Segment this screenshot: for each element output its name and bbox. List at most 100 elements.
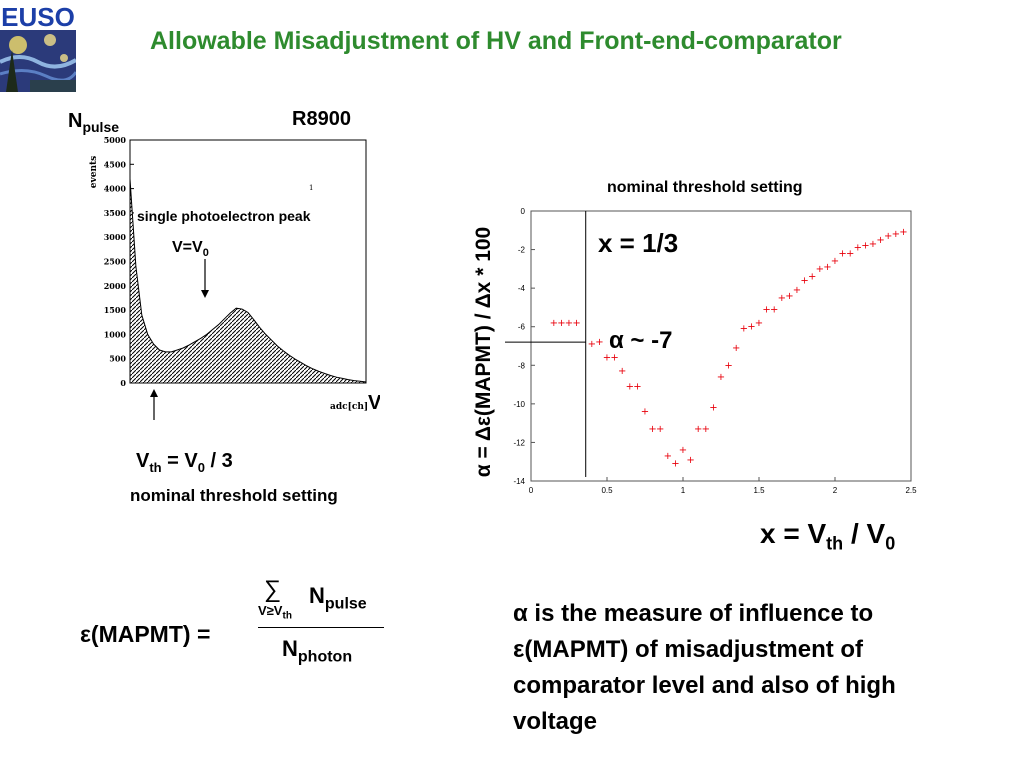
left-y-label-main: N xyxy=(68,110,83,132)
numerator-sub: pulse xyxy=(324,595,367,613)
logo-text: EUSO xyxy=(1,2,75,32)
scatter-point: + xyxy=(557,318,565,329)
y-tick-label: -14 xyxy=(513,477,525,486)
scatter-point: + xyxy=(572,318,580,329)
scatter-point: + xyxy=(626,382,634,393)
y-tick-label: 3500 xyxy=(104,208,127,218)
x-tick-label: 0.5 xyxy=(601,486,613,495)
scatter-point: + xyxy=(694,424,702,435)
vth-sub: th xyxy=(149,460,162,475)
x-tick-label: 2 xyxy=(833,486,838,495)
scatter-point: + xyxy=(755,318,763,329)
scatter-point: + xyxy=(656,424,664,435)
description-text: α is the measure of influence to ε(MAPMT… xyxy=(513,600,896,735)
vth-main: V xyxy=(136,450,150,472)
y-tick-label: 0 xyxy=(521,207,526,216)
scatter-point: + xyxy=(778,293,786,304)
scatter-point: + xyxy=(588,339,596,350)
y-tick-label: 1500 xyxy=(104,305,127,315)
sum-cond-main: V≥V xyxy=(258,603,283,618)
right-x-axis-label: x = Vth / V0 xyxy=(760,518,895,555)
left-y-label-sub: pulse xyxy=(82,119,120,135)
y-tick-label: -6 xyxy=(518,323,526,332)
peak-arrow-head xyxy=(201,290,209,298)
y-tick-label: 5000 xyxy=(104,135,127,145)
right-x-mid: / V xyxy=(843,518,886,549)
vth-label: Vth = V0 / 3 xyxy=(136,450,233,475)
scatter-point: + xyxy=(747,322,755,333)
denominator-sub: photon xyxy=(297,648,353,666)
x-tick-label: 1.5 xyxy=(753,486,765,495)
v-eq-main: V=V xyxy=(172,239,203,256)
scatter-point: + xyxy=(671,459,679,470)
scatter-point: + xyxy=(565,318,573,329)
scatter-point: + xyxy=(892,229,900,240)
scatter-point: + xyxy=(854,243,862,254)
histogram-area xyxy=(129,178,367,384)
y-tick-label: -2 xyxy=(518,246,526,255)
v-eq-sub: 0 xyxy=(203,247,209,259)
scatter-point: + xyxy=(838,248,846,259)
left-y-label: Npulse xyxy=(68,110,119,135)
y-tick-label: 2000 xyxy=(104,281,127,291)
alpha-scatter-chart: α = Δε(MAPMT) / Δx * 100 0 -2 -4 -6 -8 -10 -12… xyxy=(472,207,917,495)
vth-eq: = V xyxy=(161,450,198,472)
right-x-main: x = V xyxy=(760,518,827,549)
x-tick-label: 1 xyxy=(681,486,686,495)
scatter-point: + xyxy=(724,360,732,371)
numerator: Npulse xyxy=(309,583,367,613)
scatter-point: + xyxy=(641,407,649,418)
scatter-point: + xyxy=(679,445,687,456)
formula-lhs: ε(MAPMT) = xyxy=(80,621,211,647)
scatter-point: + xyxy=(869,239,877,250)
scatter-point: + xyxy=(876,235,884,246)
scatter-point: + xyxy=(823,262,831,273)
scatter-point: + xyxy=(709,403,717,414)
threshold-arrow-head xyxy=(150,389,158,397)
y-tick-label: 4000 xyxy=(104,184,127,194)
y-tick-label: 0 xyxy=(120,378,126,388)
y-tick-label: 500 xyxy=(109,354,126,364)
numerator-main: N xyxy=(309,583,325,608)
scatter-point: + xyxy=(717,372,725,383)
scatter-point: + xyxy=(831,256,839,267)
scatter-point: + xyxy=(603,353,611,364)
fraction-bar xyxy=(258,627,384,628)
x-one-third-note: x = 1/3 xyxy=(598,228,678,258)
v-eq-label: V=V0 xyxy=(172,239,209,259)
x-tick-label: 0 xyxy=(529,486,534,495)
y-tick-label: -12 xyxy=(513,438,525,447)
spe-histogram: events 0 500 1000 1500 2000 2500 3000 3500 4000 4… xyxy=(89,135,380,420)
y-tick-label: 3000 xyxy=(104,232,127,242)
sum-symbol: ∑ xyxy=(264,576,282,603)
scatter-point: + xyxy=(861,241,869,252)
right-nominal-label: nominal threshold setting xyxy=(607,179,803,196)
scatter-point: + xyxy=(686,455,694,466)
peak-label: single photoelectron peak xyxy=(137,208,311,224)
scatter-point: + xyxy=(595,337,603,348)
scatter-point: + xyxy=(740,324,748,335)
scatter-point: + xyxy=(633,382,641,393)
right-x-sub: th xyxy=(826,533,844,554)
right-y-axis-label: α = Δε(MAPMT) / Δx * 100 xyxy=(472,227,495,477)
vth-sub0: 0 xyxy=(197,460,205,475)
x-axis-big-label: V xyxy=(368,392,380,414)
scatter-point: + xyxy=(800,275,808,286)
histogram-marker: 1 xyxy=(309,184,313,192)
scatter-frame xyxy=(530,210,912,482)
scatter-point: + xyxy=(618,366,626,377)
sum-cond-sub: th xyxy=(282,610,292,622)
y-tick-label: -4 xyxy=(518,284,526,293)
y-tick-label: 2500 xyxy=(104,257,127,267)
vth-tail: / 3 xyxy=(205,450,233,472)
scatter-point: + xyxy=(770,304,778,315)
x-tick-label: 2.5 xyxy=(905,486,917,495)
left-nominal-label: nominal threshold setting xyxy=(130,486,338,505)
scatter-point: + xyxy=(762,304,770,315)
right-x-sub0: 0 xyxy=(885,533,896,554)
y-tick-label: -10 xyxy=(513,400,525,409)
denominator-main: N xyxy=(282,636,298,661)
y-tick-label: 4500 xyxy=(104,159,127,169)
scatter-point: + xyxy=(816,264,824,275)
y-tick-label: 1000 xyxy=(104,329,127,339)
